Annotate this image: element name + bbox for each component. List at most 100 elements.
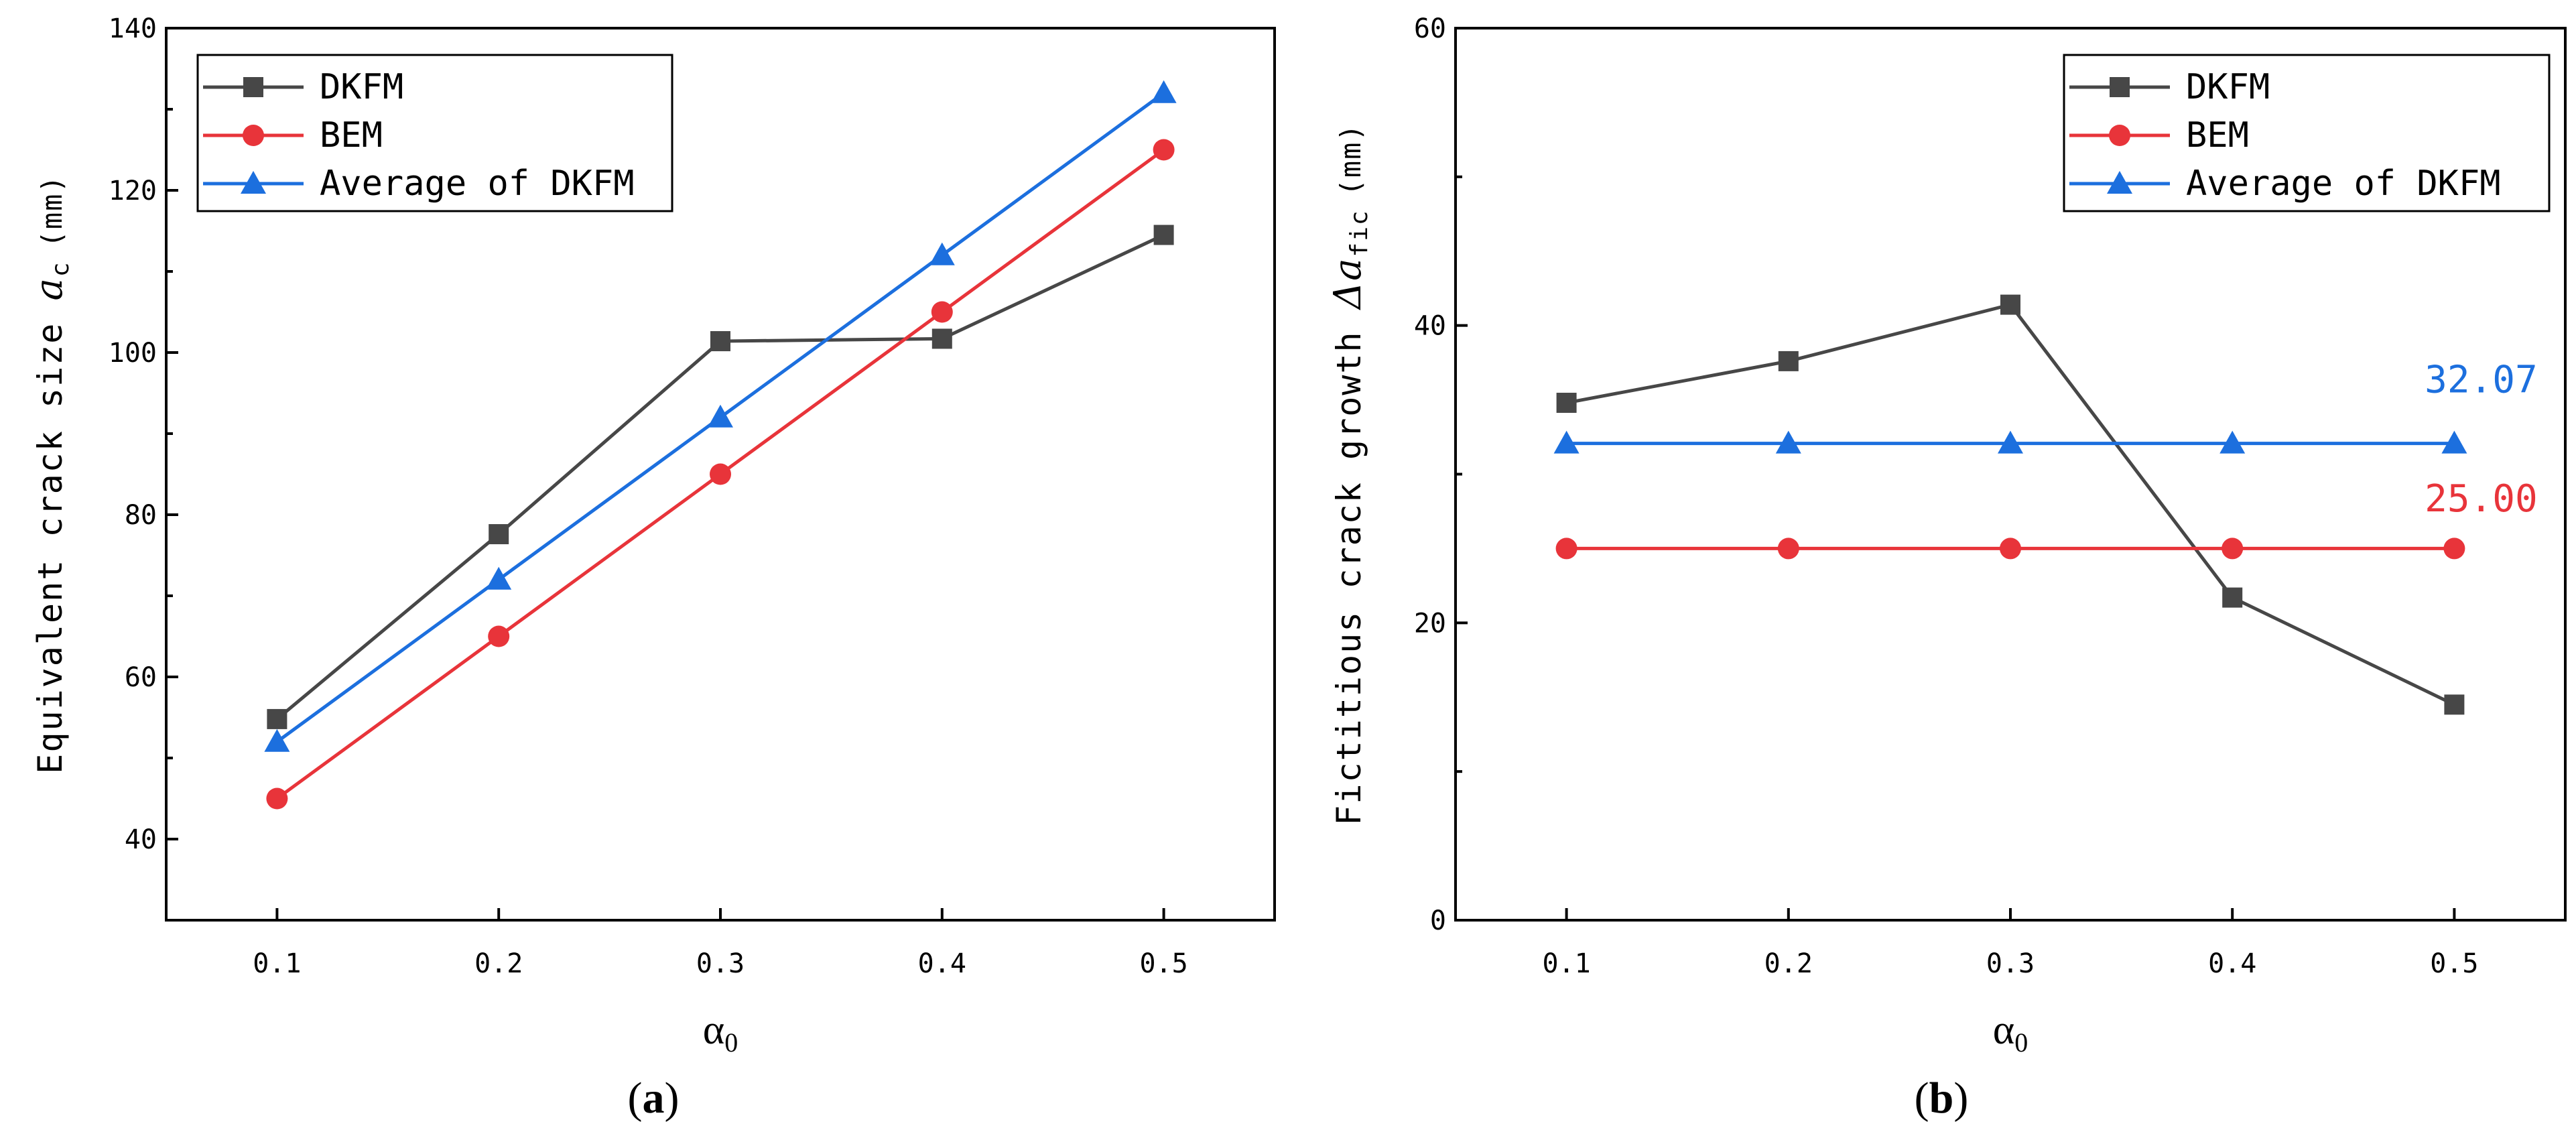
x-tick-label: 0.2 xyxy=(1764,948,1813,979)
data-point xyxy=(264,729,290,752)
data-point xyxy=(2441,430,2467,454)
panel-label-close: ) xyxy=(665,1074,680,1123)
data-point xyxy=(1555,538,1577,560)
x-axis-label: α0 xyxy=(1993,1007,2028,1058)
value-annotation: 32.07 xyxy=(2425,358,2538,401)
panel-label-open: ( xyxy=(628,1074,643,1123)
panel-label-close: ) xyxy=(1953,1074,1968,1123)
legend-label: DKFM xyxy=(2186,67,2270,107)
y-axis-label: Equivalent crack size ac (mm) xyxy=(27,174,74,774)
series-average-of-dkfm xyxy=(264,80,1177,752)
panel-label-open: ( xyxy=(1915,1074,1929,1123)
data-point xyxy=(710,463,731,485)
y-tick-label: 80 xyxy=(125,500,157,531)
y-tick-label: 20 xyxy=(1414,608,1446,639)
x-tick-label: 0.2 xyxy=(474,948,523,979)
data-point xyxy=(1553,430,1580,454)
series-dkfm xyxy=(1556,294,2465,715)
y-tick-label: 100 xyxy=(109,338,157,369)
data-point xyxy=(1151,80,1177,103)
data-point xyxy=(1556,393,1577,414)
data-point xyxy=(708,404,733,428)
y-tick-label: 120 xyxy=(109,176,157,206)
legend-label: Average of DKFM xyxy=(320,164,635,204)
data-point xyxy=(2443,538,2465,560)
data-point xyxy=(1153,139,1175,161)
data-point xyxy=(1777,538,1799,560)
data-point xyxy=(488,625,510,647)
data-point xyxy=(931,301,953,323)
x-tick-label: 0.1 xyxy=(1542,948,1590,979)
legend-label: DKFM xyxy=(320,67,403,107)
x-tick-label: 0.4 xyxy=(918,948,966,979)
x-axis-label: α0 xyxy=(703,1007,738,1058)
y-axis-label-text: Equivalent crack size xyxy=(31,300,70,773)
legend-label: BEM xyxy=(320,115,383,155)
value-annotation: 25.00 xyxy=(2425,477,2538,521)
x-tick-label: 0.3 xyxy=(1986,948,2035,979)
panel-label: (a) xyxy=(628,1074,680,1123)
series-line xyxy=(1566,302,2455,706)
legend-marker xyxy=(243,125,264,146)
y-tick-label: 40 xyxy=(1414,311,1446,342)
data-point xyxy=(931,328,952,349)
data-point xyxy=(266,787,288,810)
y-tick-label: 0 xyxy=(1430,905,1446,936)
legend-marker xyxy=(2110,77,2130,97)
x-tick-label: 0.3 xyxy=(696,948,745,979)
x-axis-label-symbol: α xyxy=(703,1007,724,1053)
legend-marker xyxy=(2107,171,2132,194)
data-point xyxy=(2000,538,2021,560)
series-bem xyxy=(266,139,1175,810)
panel-label: (b) xyxy=(1915,1074,1969,1123)
y-tick-label: 40 xyxy=(125,824,157,855)
x-axis-label-symbol: α xyxy=(1993,1007,2014,1053)
data-point xyxy=(486,566,512,590)
x-axis-label-subscript: 0 xyxy=(2014,1027,2028,1058)
data-point xyxy=(1153,225,1174,245)
y-tick-label: 60 xyxy=(125,662,157,693)
x-tick-label: 0.5 xyxy=(2430,948,2478,979)
x-tick-label: 0.1 xyxy=(253,948,301,979)
y-axis-label-subscript: c xyxy=(47,261,74,277)
series-dkfm xyxy=(267,225,1174,729)
y-tick-label: 140 xyxy=(109,13,157,44)
data-point xyxy=(1778,351,1799,371)
x-tick-label: 0.4 xyxy=(2208,948,2256,979)
data-point xyxy=(267,708,287,729)
y-axis-label: Fictitious crack growth Δafic (mm) xyxy=(1326,123,1373,825)
panel-a: 40 60 80 100 120 140 0.1 0.2 0.3 0.4 0.5 α0 Equivale… xyxy=(27,13,1276,1123)
series-average-of-dkfm xyxy=(1553,430,2467,454)
legend-marker xyxy=(241,171,266,194)
panel-label-letter: b xyxy=(1929,1074,1954,1123)
data-point xyxy=(1998,430,2023,454)
y-axis-label-text: Fictitious crack growth xyxy=(1330,309,1368,825)
legend-marker xyxy=(2109,125,2130,146)
data-point xyxy=(1775,430,1801,454)
data-point xyxy=(2219,430,2246,454)
legend: DKFM BEM Average of DKFM xyxy=(196,54,673,212)
y-axis-label-symbol: Δa xyxy=(1326,257,1370,310)
y-axis-label-subscript: fic xyxy=(1346,209,1373,257)
y-axis-label-symbol: a xyxy=(27,277,71,300)
legend: DKFM BEM Average of DKFM xyxy=(2063,54,2551,212)
legend-label: BEM xyxy=(2186,115,2249,155)
data-point xyxy=(2000,294,2020,315)
legend-marker xyxy=(243,77,263,97)
x-tick-label: 0.5 xyxy=(1139,948,1187,979)
series-bem xyxy=(1555,538,2465,560)
data-point xyxy=(2444,694,2465,715)
x-axis-label-subscript: 0 xyxy=(724,1027,738,1058)
data-point xyxy=(489,524,509,545)
data-point xyxy=(2221,538,2244,560)
y-axis-label-unit: (mm) xyxy=(1334,123,1367,196)
y-tick-label: 60 xyxy=(1414,13,1446,44)
data-point xyxy=(929,242,955,265)
legend-label: Average of DKFM xyxy=(2186,164,2501,204)
data-point xyxy=(710,331,730,352)
y-axis-label-unit: (mm) xyxy=(36,174,68,247)
data-point xyxy=(2222,587,2243,608)
panel-label-letter: a xyxy=(643,1074,665,1123)
